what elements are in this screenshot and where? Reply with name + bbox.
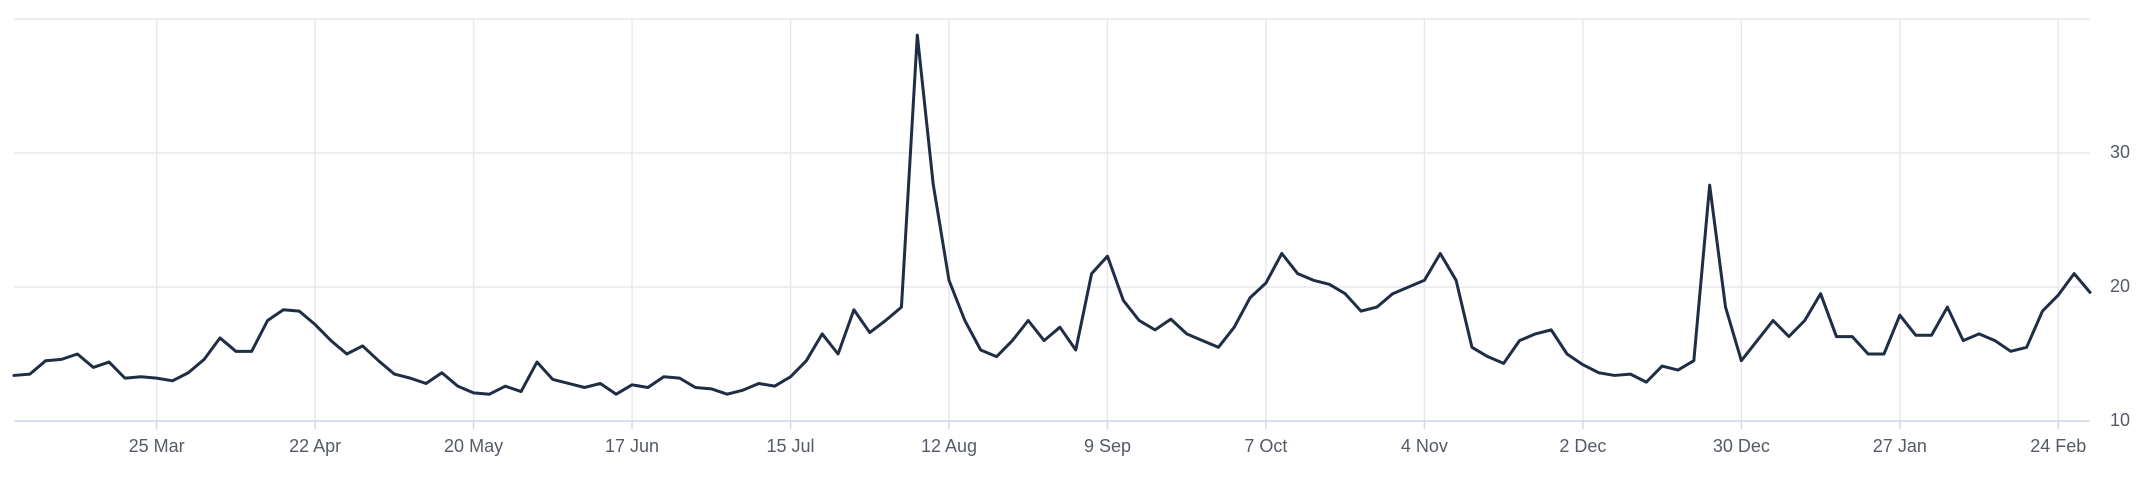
x-tick-label: 25 Mar xyxy=(129,436,185,456)
x-tick-label: 12 Aug xyxy=(921,436,977,456)
x-tick-label: 22 Apr xyxy=(289,436,341,456)
y-tick-label: 10 xyxy=(2110,410,2130,430)
x-tick-label: 27 Jan xyxy=(1873,436,1927,456)
x-tick-label: 4 Nov xyxy=(1401,436,1448,456)
x-tick-label: 2 Dec xyxy=(1559,436,1606,456)
x-tick-label: 15 Jul xyxy=(766,436,814,456)
x-tick-label: 7 Oct xyxy=(1244,436,1287,456)
x-tick-label: 9 Sep xyxy=(1084,436,1131,456)
y-tick-label: 20 xyxy=(2110,276,2130,296)
series-line xyxy=(12,33,2092,396)
x-tick-label: 20 May xyxy=(444,436,503,456)
x-tick-label: 24 Feb xyxy=(2030,436,2086,456)
x-tick-label: 17 Jun xyxy=(605,436,659,456)
y-tick-label: 30 xyxy=(2110,142,2130,162)
x-tick-label: 30 Dec xyxy=(1713,436,1770,456)
